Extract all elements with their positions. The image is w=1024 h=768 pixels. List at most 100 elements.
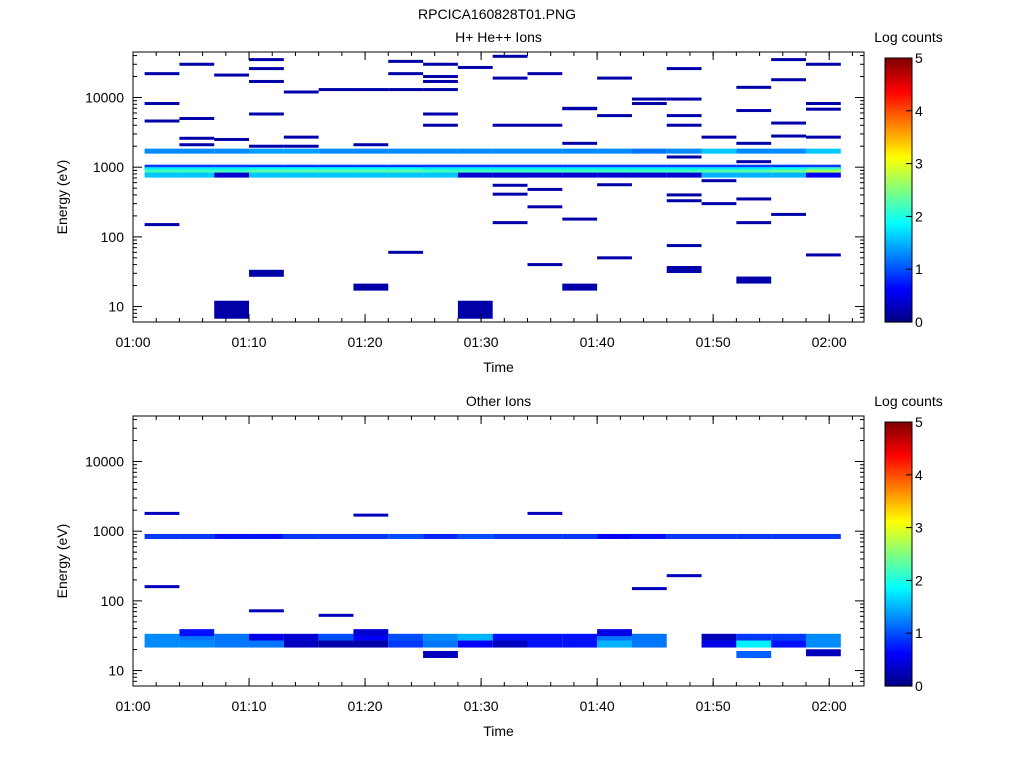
heatmap-cell [318, 88, 354, 92]
colorbar-segment [885, 236, 912, 239]
heatmap-cell [318, 613, 354, 617]
colorbar-segment [885, 626, 912, 630]
heatmap-cell [492, 123, 528, 127]
heatmap-cell [736, 169, 772, 175]
heatmap-cell [701, 164, 737, 170]
heatmap-cell [562, 217, 598, 221]
colorbar-segment [885, 137, 912, 140]
heatmap-cell [631, 533, 667, 539]
colorbar-segment [885, 576, 912, 579]
colorbar-segment [885, 613, 912, 617]
heatmap-cell [805, 169, 841, 175]
heatmap-cell [736, 533, 772, 539]
colorbar-segment [885, 84, 912, 88]
colorbar-segment [885, 88, 912, 92]
colorbar-segment [885, 73, 912, 77]
colorbar-segment [885, 121, 912, 125]
colorbar-segment [885, 679, 912, 683]
heatmap-cell [283, 144, 319, 148]
heatmap-cell [492, 640, 528, 648]
heatmap-cell [388, 88, 424, 92]
heatmap-cell [457, 640, 493, 648]
heatmap-cell [214, 164, 250, 170]
heatmap-cell [492, 192, 528, 196]
colorbar-segment [885, 60, 912, 63]
heatmap-cell [805, 62, 841, 66]
heatmap-cell [492, 76, 528, 80]
heatmap-cell [353, 629, 389, 637]
heatmap-cell [805, 640, 841, 648]
colorbar-segment [885, 161, 912, 165]
heatmap-cell [805, 164, 841, 170]
heatmap-cell [736, 160, 772, 164]
heatmap-cell [492, 221, 528, 225]
heatmap-cell [666, 67, 702, 71]
colorbar-segment [885, 551, 912, 555]
heatmap-cell [283, 148, 319, 154]
colorbar-segment [885, 128, 912, 132]
colorbar-segment [885, 187, 912, 191]
colorbar-segment [885, 549, 912, 553]
heatmap-cell [701, 169, 737, 175]
heatmap-cell [527, 205, 563, 209]
heatmap-cell [701, 172, 737, 178]
heatmap-cell [597, 114, 632, 118]
heatmap-cell [701, 533, 737, 539]
colorbar-segment [885, 249, 912, 253]
colorbar-segment [885, 174, 912, 178]
heatmap-cell [736, 85, 772, 89]
y-tick-label: 100 [101, 593, 125, 609]
heatmap-cell [666, 193, 702, 197]
colorbar-segment [885, 670, 912, 674]
colorbar-segment [885, 657, 912, 661]
x-axis-label: Time [483, 359, 514, 375]
colorbar-segment [885, 424, 912, 427]
heatmap-cell [527, 511, 563, 515]
x-tick-label: 01:20 [348, 698, 383, 714]
heatmap-cell [144, 72, 180, 76]
heatmap-cell [388, 640, 424, 648]
heatmap-cell [527, 263, 563, 267]
colorbar-segment [885, 659, 912, 663]
colorbar-segment [885, 269, 912, 272]
colorbar-segment [885, 463, 912, 467]
colorbar: 0 1 2 3 4 5 Log counts [874, 393, 943, 694]
colorbar-tick-label: 1 [915, 261, 923, 277]
panel-h-he-ions: H+ He++ Ions 01:00 01:10 01:20 01:30 01:40 01:… [54, 29, 943, 375]
colorbar-segment [885, 512, 912, 515]
heatmap-cell [666, 97, 702, 101]
heatmap-cell [631, 172, 667, 178]
colorbar-segment [885, 126, 912, 129]
heatmap-cell [736, 197, 772, 201]
heatmap-cell [214, 73, 250, 77]
heatmap-cell [666, 114, 702, 118]
heatmap-cell [283, 633, 319, 641]
colorbar-segment [885, 435, 912, 438]
heatmap-cell [771, 78, 806, 82]
heatmap-cell [597, 183, 632, 187]
heatmap-cell [597, 169, 632, 175]
heatmap-cells [144, 511, 841, 658]
x-tick-label: 01:40 [580, 334, 615, 350]
colorbar-segment [885, 66, 912, 70]
x-tick-label: 01:50 [696, 334, 731, 350]
heatmap-cell [423, 533, 458, 539]
heatmap-cell [353, 88, 389, 92]
heatmap-cell [805, 148, 841, 154]
colorbar-segment [885, 558, 912, 562]
colorbar-segment [885, 635, 912, 639]
colorbar-segment [885, 82, 912, 85]
heatmap-cell [771, 640, 806, 648]
heatmap-cell [249, 533, 284, 539]
colorbar-segment [885, 529, 912, 533]
colorbar-segment [885, 113, 912, 116]
colorbar-segment [885, 220, 912, 224]
heatmap-cell [318, 169, 354, 175]
colorbar-segment [885, 110, 912, 114]
heatmap-cell [805, 172, 841, 178]
colorbar-segment [885, 505, 912, 509]
heatmap-cell [214, 633, 250, 641]
colorbar-segment [885, 227, 912, 231]
colorbar-segment [885, 472, 912, 476]
colorbar-segment [885, 444, 912, 447]
